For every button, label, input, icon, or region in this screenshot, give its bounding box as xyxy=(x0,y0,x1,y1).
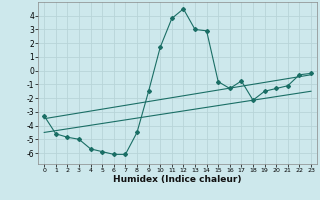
X-axis label: Humidex (Indice chaleur): Humidex (Indice chaleur) xyxy=(113,175,242,184)
